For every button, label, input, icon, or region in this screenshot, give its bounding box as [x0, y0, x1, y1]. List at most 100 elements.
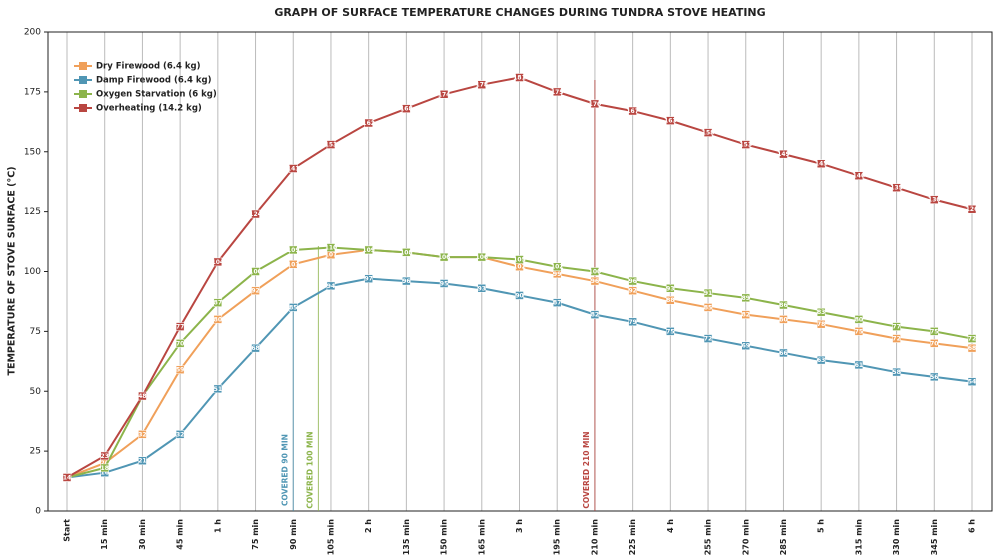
x-tick-label: 90 min: [289, 519, 298, 550]
marker: [741, 293, 750, 303]
marker: [100, 451, 109, 461]
marker: [251, 209, 260, 219]
data-label: 135: [890, 185, 903, 192]
legend-label: Overheating (14.2 kg): [96, 104, 202, 114]
data-label: 100: [249, 269, 262, 276]
data-label: 32: [138, 431, 146, 438]
data-label: 178: [476, 82, 489, 89]
legend-marker: [79, 90, 87, 98]
data-label: 163: [664, 118, 677, 125]
x-tick-label: 4 h: [666, 519, 675, 533]
data-label: 103: [287, 261, 300, 268]
data-label: 48: [138, 393, 146, 400]
data-label: 108: [400, 249, 413, 256]
marker: [892, 322, 901, 331]
marker: [666, 284, 675, 293]
marker: [213, 384, 223, 394]
y-tick-label: 175: [24, 87, 41, 97]
marker: [515, 255, 524, 264]
marker: [289, 245, 298, 255]
data-label: 96: [402, 278, 410, 285]
data-label: 82: [591, 312, 599, 319]
marker: [402, 104, 411, 113]
x-tick-label: 285 min: [779, 519, 788, 556]
marker: [175, 322, 185, 331]
data-label: 59: [176, 367, 184, 374]
data-label: 20: [101, 460, 109, 467]
marker: [703, 128, 713, 137]
data-label: 158: [702, 130, 715, 137]
marker: [590, 99, 600, 109]
marker: [515, 73, 524, 82]
data-label: 75: [855, 328, 863, 335]
marker: [326, 140, 336, 149]
data-label: 105: [513, 257, 526, 264]
marker: [816, 159, 826, 168]
marker: [666, 116, 675, 125]
marker: [628, 317, 637, 327]
x-tick-label: 210 min: [590, 519, 599, 556]
plot-frame: [47, 31, 993, 512]
legend-label: Oxygen Starvation (6 kg): [96, 90, 217, 100]
marker: [779, 149, 788, 159]
data-label: 85: [289, 304, 297, 311]
data-label: 72: [892, 336, 900, 343]
data-label: 72: [968, 336, 976, 343]
data-label: 54: [968, 379, 976, 386]
data-label: 70: [176, 340, 184, 347]
data-label: 58: [892, 369, 900, 376]
x-tick-label: Start: [63, 519, 72, 542]
marker: [666, 327, 675, 336]
x-tick-label: 6 h: [968, 519, 977, 533]
marker: [741, 310, 750, 319]
marker: [892, 367, 901, 377]
y-axis-label: TEMPERATURE OF STOVE SURFACE (°C): [7, 166, 18, 375]
annotation-text: COVERED 210 MIN: [582, 431, 591, 508]
x-tick-label: 345 min: [930, 519, 939, 556]
marker: [628, 106, 637, 116]
data-label: 130: [928, 197, 941, 204]
marker: [779, 348, 788, 358]
data-label: 83: [817, 309, 825, 316]
data-label: 86: [779, 302, 787, 309]
marker: [628, 276, 637, 286]
marker: [402, 248, 411, 257]
legend-marker: [79, 104, 87, 112]
marker: [930, 327, 939, 336]
marker: [552, 298, 562, 307]
marker: [289, 260, 298, 269]
data-label: 70: [930, 340, 938, 347]
marker: [364, 118, 373, 128]
data-label: 104: [212, 259, 225, 266]
marker: [816, 355, 826, 365]
marker: [779, 315, 788, 324]
data-label: 145: [815, 161, 828, 168]
data-label: 92: [628, 288, 636, 295]
data-label: 126: [966, 206, 979, 213]
x-tick-label: 150 min: [440, 519, 449, 556]
marker: [175, 430, 185, 439]
y-tick-label: 100: [24, 267, 41, 277]
data-label: 90: [515, 292, 523, 299]
marker: [590, 267, 600, 276]
x-tick-label: 255 min: [704, 519, 713, 556]
data-label: 87: [553, 300, 561, 307]
data-label: 23: [101, 453, 109, 460]
data-label: 100: [589, 269, 602, 276]
marker: [251, 286, 260, 295]
marker: [703, 303, 713, 312]
data-label: 56: [930, 374, 938, 381]
data-label: 75: [930, 328, 938, 335]
marker: [439, 279, 449, 288]
marker: [364, 274, 373, 283]
x-tick-label: 135 min: [402, 519, 411, 556]
marker: [175, 339, 185, 348]
chart-title: GRAPH OF SURFACE TEMPERATURE CHANGES DUR…: [274, 6, 765, 19]
marker: [138, 456, 147, 465]
x-tick-label: 15 min: [100, 519, 109, 550]
x-tick-label: 75 min: [251, 519, 260, 550]
data-label: 95: [440, 280, 448, 287]
data-label: 68: [968, 345, 976, 352]
y-tick-label: 75: [30, 327, 41, 337]
